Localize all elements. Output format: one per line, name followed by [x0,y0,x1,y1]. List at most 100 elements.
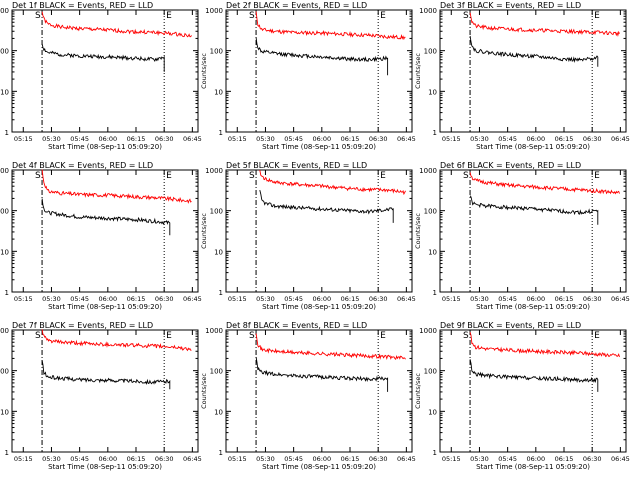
panel-9: Det 9f BLACK = Events, RED = LLD 1 10 100 10… [414,321,630,471]
plot-frame [439,169,627,293]
plot-frame [225,9,413,133]
x-tick-label: 05:45 [284,295,303,303]
panel-4: Det 4f BLACK = Events, RED = LLD 1 10 100 10… [0,161,202,311]
x-tick-label: 05:15 [14,455,33,463]
x-tick-label: 06:30 [155,455,174,463]
x-tick-label: 05:15 [442,295,461,303]
y-tick-label: 1 [219,129,223,137]
x-tick-label: 06:15 [555,135,574,143]
events-series-line [255,356,389,392]
x-axis-label: Start Time (08-Sep-11 05:09:20) [48,463,162,471]
x-axis-label: Start Time (08-Sep-11 05:09:20) [476,463,590,471]
y-tick-label: 100 [0,368,9,376]
y-tick-label: 10 [214,248,223,256]
events-series-line [469,195,599,225]
y-axis-label: Counts/sec [414,373,422,409]
x-tick-label: 05:15 [228,295,247,303]
x-tick-label: 06:30 [369,135,388,143]
x-tick-label: 06:30 [583,135,602,143]
x-tick-label: 05:45 [498,295,517,303]
x-tick-label: 05:30 [470,295,489,303]
y-tick-label: 100 [0,48,9,56]
x-axis-label: Start Time (08-Sep-11 05:09:20) [476,303,590,311]
x-tick-label: 06:45 [397,295,416,303]
x-tick-label: 05:15 [442,455,461,463]
x-tick-label: 06:45 [183,135,202,143]
events-series-line [259,189,394,223]
chart-title: Det 3f BLACK = Events, RED = LLD [440,1,581,10]
lld-series-line [469,332,620,358]
chart-title: Det 4f BLACK = Events, RED = LLD [12,161,153,170]
y-tick-label: 10 [214,408,223,416]
start-marker-label: S [249,11,255,21]
end-marker-label: E [380,11,386,21]
y-tick-label: 10 [428,408,437,416]
lld-series-line [41,329,192,352]
y-tick-label: 1000 [419,167,437,175]
events-series-line [469,35,599,67]
x-tick-label: 05:30 [470,455,489,463]
x-tick-label: 05:15 [14,295,33,303]
lld-series-line [41,11,192,38]
y-tick-label: 10 [428,88,437,96]
x-axis-label: Start Time (08-Sep-11 05:09:20) [262,143,376,151]
start-marker-label: S [463,331,469,341]
y-tick-label: 10 [0,88,9,96]
events-series-line [41,198,171,236]
x-tick-label: 06:45 [611,455,630,463]
end-marker-label: E [594,331,600,341]
x-tick-label: 06:30 [369,455,388,463]
x-tick-label: 05:45 [284,455,303,463]
end-marker-label: E [166,331,172,341]
x-tick-label: 06:15 [127,295,146,303]
y-tick-label: 1000 [0,167,9,175]
x-axis-label: Start Time (08-Sep-11 05:09:20) [262,463,376,471]
y-tick-label: 1000 [419,327,437,335]
chart-title: Det 8f BLACK = Events, RED = LLD [226,321,367,330]
lld-series-line [255,11,406,41]
y-tick-label: 10 [0,248,9,256]
x-tick-label: 06:45 [397,455,416,463]
events-series-line [41,43,165,72]
y-tick-label: 100 [210,208,223,216]
end-marker-label: E [594,11,600,21]
plot-frame [225,329,413,453]
x-tick-label: 05:15 [228,455,247,463]
x-axis-label: Start Time (08-Sep-11 05:09:20) [48,303,162,311]
panel-3: Det 3f BLACK = Events, RED = LLD 1 10 100 10… [414,1,630,151]
x-tick-label: 05:30 [256,135,275,143]
x-tick-label: 06:30 [583,295,602,303]
x-tick-label: 06:30 [155,135,174,143]
start-marker-label: S [249,171,255,181]
x-tick-label: 06:15 [555,455,574,463]
events-series-line [41,360,171,390]
x-tick-label: 05:30 [42,295,61,303]
panel-8: Det 8f BLACK = Events, RED = LLD 1 10 100 10… [200,321,416,471]
chart-title: Det 2f BLACK = Events, RED = LLD [226,1,367,10]
y-tick-label: 10 [428,248,437,256]
x-tick-label: 06:45 [397,135,416,143]
y-tick-label: 1 [219,449,223,457]
start-marker-label: S [249,331,255,341]
events-series-line [255,37,389,76]
y-tick-label: 1 [5,449,9,457]
x-axis-label: Start Time (08-Sep-11 05:09:20) [262,303,376,311]
y-tick-label: 1 [219,289,223,297]
y-tick-label: 100 [0,208,9,216]
x-tick-label: 06:00 [526,135,545,143]
y-tick-label: 10 [214,88,223,96]
x-axis-label: Start Time (08-Sep-11 05:09:20) [48,143,162,151]
panel-1: Det 1f BLACK = Events, RED = LLD 1 10 100 10… [0,1,202,151]
plot-frame [11,169,199,293]
y-tick-label: 1 [433,129,437,137]
x-tick-label: 06:15 [127,455,146,463]
x-tick-label: 05:45 [70,295,89,303]
y-tick-label: 100 [424,208,437,216]
y-tick-label: 1000 [0,7,9,15]
panel-7: Det 7f BLACK = Events, RED = LLD 1 10 100 10… [0,321,202,471]
plot-frame [11,9,199,133]
x-tick-label: 05:30 [256,455,275,463]
y-tick-label: 100 [210,48,223,56]
x-tick-label: 06:45 [611,295,630,303]
